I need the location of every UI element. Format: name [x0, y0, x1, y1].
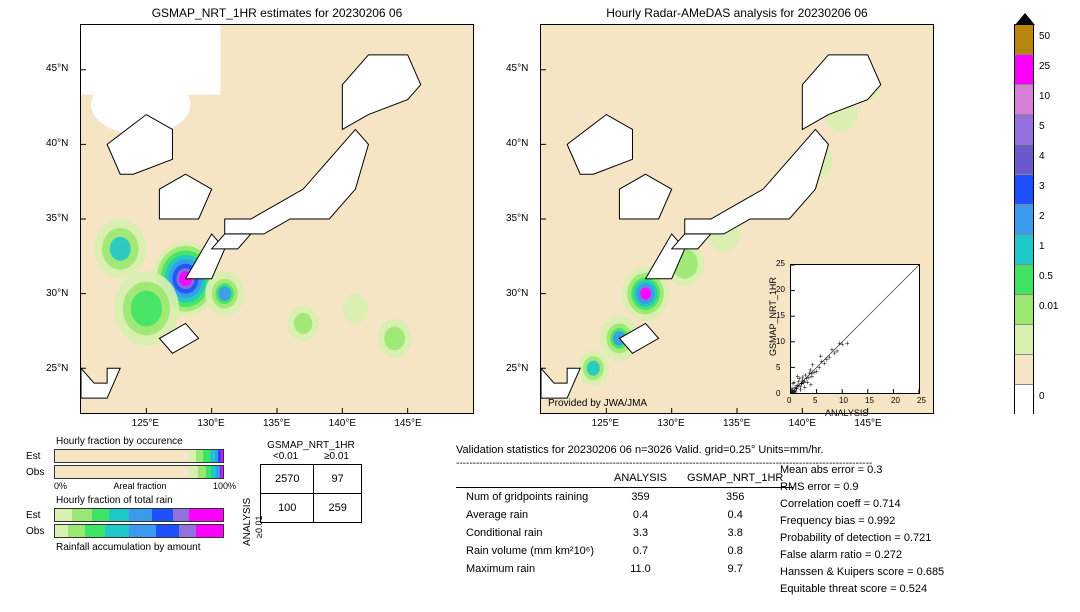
- occurrence-est-bar: [54, 449, 224, 463]
- est-label-2: Est: [26, 510, 54, 521]
- areal-mid: Areal fraction: [113, 481, 166, 491]
- total-rain-title: Hourly fraction of total rain: [56, 495, 236, 506]
- left-map-svg: [81, 25, 473, 413]
- total-est-bar: [54, 508, 224, 522]
- obs-label-2: Obs: [26, 526, 54, 537]
- cont-col2: ≥0.01: [324, 451, 349, 462]
- occurrence-obs-bar: [54, 465, 224, 479]
- cont-row2: ≥0.01: [254, 516, 264, 538]
- est-label-1: Est: [26, 451, 54, 462]
- total-obs-bar: [54, 524, 224, 538]
- scatter-xlabel: ANALYSIS: [825, 408, 868, 418]
- metrics-list: Mean abs error = 0.3RMS error = 0.9Corre…: [780, 462, 944, 598]
- areal-0: 0%: [54, 481, 67, 491]
- left-map-title: GSMAP_NRT_1HR estimates for 20230206 06: [80, 6, 474, 20]
- obs-label-1: Obs: [26, 467, 54, 478]
- right-map-title: Hourly Radar-AMeDAS analysis for 2023020…: [540, 6, 934, 20]
- validation-title: Validation statistics for 20230206 06 n=…: [456, 444, 966, 456]
- accum-title: Rainfall accumulation by amount: [56, 542, 236, 553]
- contingency-table: GSMAP_NRT_1HR <0.01 ≥0.01 257097100259: [260, 440, 362, 523]
- contingency-header: GSMAP_NRT_1HR: [260, 440, 362, 451]
- occurrence-title: Hourly fraction by occurence: [56, 436, 236, 447]
- left-map: [80, 24, 474, 414]
- fraction-panel: Hourly fraction by occurence Est Obs 0% …: [26, 436, 236, 553]
- contingency-side: ANALYSIS: [242, 498, 253, 546]
- cont-col1: <0.01: [273, 451, 298, 462]
- attribution: Provided by JWA/JMA: [548, 398, 647, 409]
- scatter-plot: [790, 264, 920, 394]
- colorbar: 502510543210.50.010: [1014, 24, 1034, 414]
- areal-100: 100%: [213, 481, 236, 491]
